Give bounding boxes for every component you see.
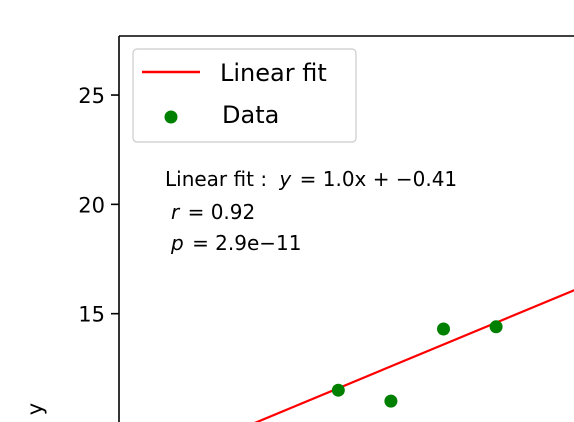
- fit-annotation: Linear fit : y = 1.0x + −0.41 r = 0.92 p…: [165, 167, 457, 255]
- annotation-fit-y: y: [278, 167, 292, 191]
- y-axis-ticks: 15 20 25: [78, 84, 119, 327]
- data-point: [384, 394, 398, 408]
- annotation-r-value: = 0.92: [188, 200, 256, 224]
- legend: Linear fit Data: [132, 48, 357, 143]
- legend-marker-swatch: [164, 110, 178, 124]
- data-point: [489, 320, 503, 334]
- y-axis-label: y: [23, 403, 47, 415]
- legend-label-data: Data: [222, 101, 279, 129]
- y-tick-label: 25: [78, 84, 105, 108]
- data-point: [437, 322, 451, 336]
- y-tick-label: 20: [78, 193, 105, 217]
- annotation-r-var: r: [171, 200, 181, 224]
- data-points: [331, 320, 503, 408]
- annotation-p-var: p: [170, 231, 184, 255]
- annotation-fit-label: Linear fit :: [165, 167, 267, 191]
- annotation-r: r = 0.92: [171, 200, 255, 224]
- y-tick-label: 15: [78, 303, 105, 327]
- annotation-fit-rhs: = 1.0x + −0.41: [300, 167, 458, 191]
- annotation-p-value: = 2.9e−11: [192, 231, 301, 255]
- plot-area: [254, 289, 574, 422]
- annotation-p: p = 2.9e−11: [170, 231, 302, 255]
- data-point: [331, 383, 345, 397]
- annotation-fit-line: Linear fit : y = 1.0x + −0.41: [165, 167, 457, 191]
- legend-label-linear-fit: Linear fit: [220, 59, 327, 87]
